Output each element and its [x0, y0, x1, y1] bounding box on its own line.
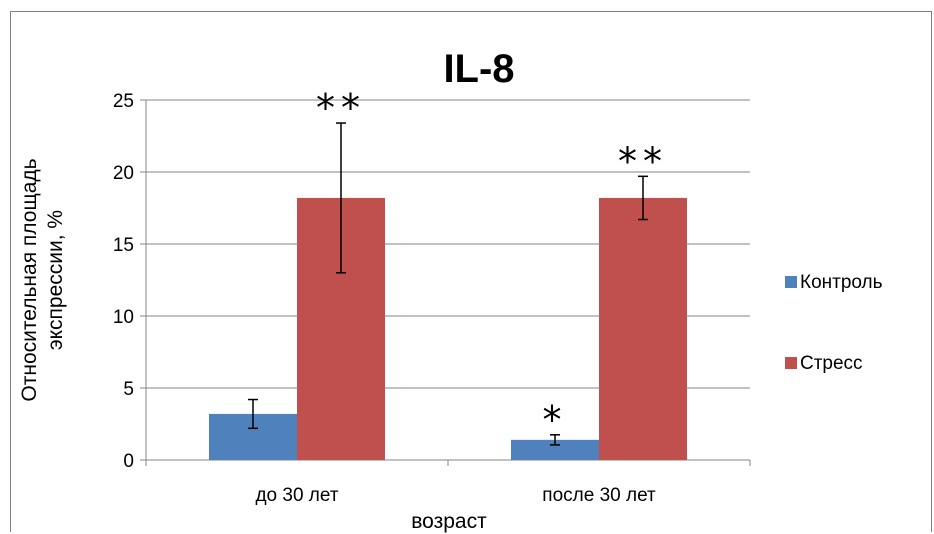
error-bars: [248, 122, 648, 446]
x-axis-category-labels: до 30 лет после 30 лет: [255, 485, 656, 506]
chart-title: IL-8: [443, 47, 514, 91]
x-axis-title: возраст: [411, 510, 487, 533]
significance-markers: *****: [316, 86, 668, 442]
y-tick-label: 25: [113, 91, 134, 112]
significance-marker: *: [543, 398, 568, 442]
y-axis-title-line-1: Относительная площадь: [18, 158, 41, 401]
gridlines: [140, 99, 751, 466]
legend-swatch: [785, 276, 797, 288]
bar: [511, 439, 599, 460]
legend-label: Стресс: [800, 353, 863, 374]
y-tick-label: 20: [113, 163, 134, 184]
chart-frame: [10, 11, 932, 532]
y-axis-ticks: 0 5 10 15 20 25: [113, 91, 134, 472]
legend: Контроль Стресс: [785, 272, 883, 374]
significance-marker: **: [618, 139, 668, 183]
y-tick-label: 5: [123, 379, 134, 400]
significance-marker: **: [316, 86, 366, 130]
x-category-label: после 30 лет: [542, 485, 656, 506]
y-axis-title-line-2: экспрессии, %: [44, 210, 67, 350]
bars: [209, 197, 687, 461]
legend-label: Контроль: [800, 272, 883, 293]
legend-swatch: [785, 357, 797, 369]
bar: [599, 197, 687, 461]
y-tick-label: 0: [123, 451, 134, 472]
y-tick-label: 15: [113, 235, 134, 256]
x-category-label: до 30 лет: [255, 485, 338, 506]
y-tick-label: 10: [113, 307, 134, 328]
